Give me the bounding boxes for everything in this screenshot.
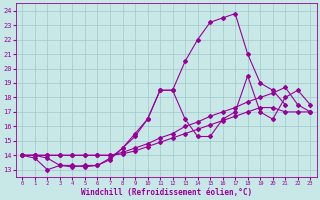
X-axis label: Windchill (Refroidissement éolien,°C): Windchill (Refroidissement éolien,°C) [81, 188, 252, 197]
